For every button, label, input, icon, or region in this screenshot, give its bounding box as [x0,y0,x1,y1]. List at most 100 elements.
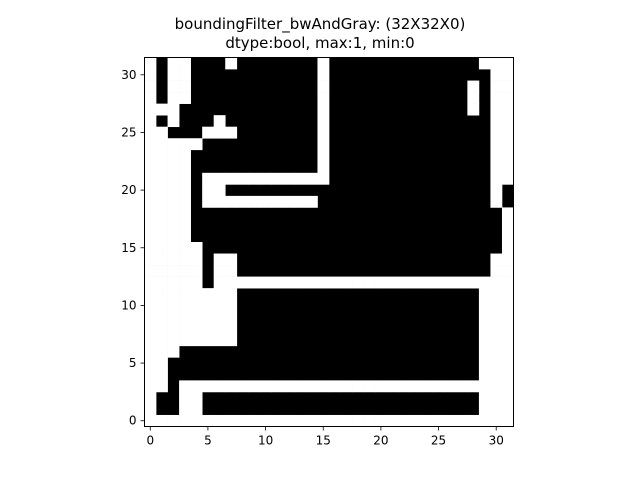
heatmap-cell [144,276,157,289]
heatmap-cell [156,195,168,208]
heatmap-cell [144,80,157,93]
heatmap-cell [156,334,168,347]
heatmap-cell [179,138,191,151]
heatmap-cell [490,265,503,277]
heatmap-cell [478,57,491,70]
y-tick-label: 20 [121,183,136,197]
heatmap-cell [179,195,191,208]
heatmap-cell [144,403,157,416]
heatmap-cell [225,126,238,139]
heatmap-cell [167,276,180,289]
heatmap-cell [259,380,272,393]
heatmap-cell [467,103,480,116]
heatmap-cell [317,57,330,70]
heatmap-cell [490,368,503,381]
heatmap-cell [444,276,457,289]
heatmap-cell [409,414,422,427]
heatmap-cell [167,69,180,81]
y-tick-label: 5 [129,356,137,370]
heatmap-cell [490,334,503,347]
heatmap-cell [478,345,491,358]
heatmap-cell [179,207,191,220]
heatmap-cell [490,345,503,358]
heatmap-cell [490,253,503,266]
heatmap-cell [144,322,157,335]
heatmap-cell [501,253,514,266]
heatmap-cell [179,391,191,404]
heatmap-cell [282,172,295,185]
heatmap-cell [467,414,480,427]
heatmap-cell [156,345,168,358]
heatmap-cell [156,184,168,197]
heatmap-cell [490,195,503,208]
heatmap-cell [213,195,226,208]
heatmap-cell [179,380,191,393]
heatmap-cell [144,253,157,266]
heatmap-cell [144,138,157,151]
x-tick-label: 25 [431,434,446,448]
heatmap-cell [156,322,168,335]
heatmap-cell [501,218,514,231]
heatmap-cell [432,276,445,289]
heatmap-cell [501,242,514,254]
heatmap-cell [375,380,388,393]
heatmap-cell [248,276,261,289]
heatmap-cell [156,207,168,220]
x-tick-label: 0 [146,434,154,448]
heatmap-cell [225,253,238,266]
heatmap-cell [167,230,180,243]
heatmap-cell [156,288,168,301]
heatmap-cell [305,380,318,393]
heatmap-cell [490,288,503,301]
heatmap-cell [144,103,157,116]
heatmap-cell [167,80,180,93]
heatmap-cell [202,288,215,301]
heatmap-cell [352,276,364,289]
heatmap-cell [478,299,491,312]
y-axis: 0 5 10 15 20 25 30 [121,68,145,428]
heatmap-cell [305,172,318,185]
heatmap-cell [501,368,514,381]
heatmap-cell [271,276,284,289]
heatmap-cell [490,184,503,197]
heatmap-cell [490,115,503,128]
heatmap-cell [190,391,203,404]
heatmap-cell [271,195,284,208]
heatmap-cell [144,357,157,370]
heatmap-cell [490,138,503,151]
heatmap-cell [271,414,284,427]
heatmap-cell [490,403,503,416]
heatmap-cell [317,380,330,393]
heatmap-cell [167,115,180,128]
heatmap-cell [225,414,238,427]
heatmap-cell [432,380,445,393]
plot-frame [144,57,514,427]
heatmap-cell [144,380,157,393]
heatmap-cell [490,172,503,185]
heatmap-cell [501,126,514,139]
heatmap-cell [501,57,514,70]
heatmap-cell [167,265,180,277]
heatmap-cell [501,265,514,277]
heatmap-cell [179,414,191,427]
heatmap-cell [248,172,261,185]
heatmap-cell [501,345,514,358]
heatmap-cell [190,322,203,335]
heatmap-cell [167,311,180,324]
heatmap-cell [352,414,364,427]
heatmap-cell [167,92,180,104]
heatmap-cell [156,161,168,174]
heatmap-cell [156,276,168,289]
heatmap-cell [398,414,411,427]
heatmap-cell [467,92,480,104]
heatmap-cell [167,195,180,208]
heatmap-cell [501,103,514,116]
y-tick-label: 25 [121,125,136,139]
heatmap-cell [444,414,457,427]
heatmap-cell [156,149,168,162]
heatmap-cell [190,380,203,393]
heatmap-cell [317,92,330,104]
heatmap-cell [213,322,226,335]
heatmap-cell [167,299,180,312]
